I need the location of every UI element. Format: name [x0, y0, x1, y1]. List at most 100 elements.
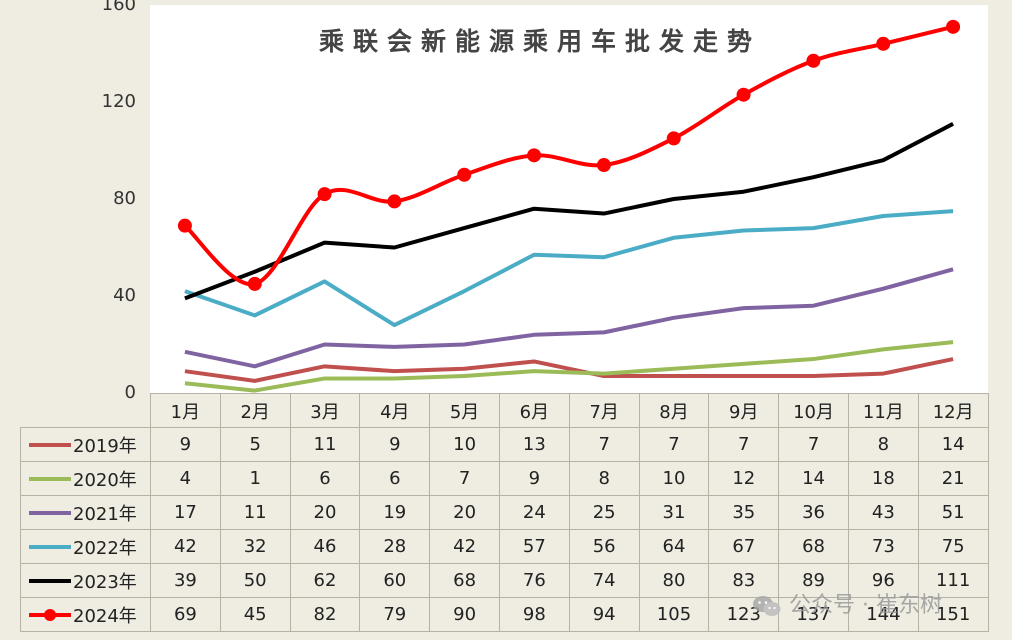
data-label: 36	[778, 495, 849, 530]
data-point	[527, 148, 542, 163]
data-label: 105	[638, 597, 710, 632]
data-label: 13	[498, 427, 570, 462]
data-label: 75	[917, 529, 989, 564]
data-label: 28	[359, 529, 431, 564]
x-tick-label: 11月	[847, 393, 919, 428]
table-row: 2020年 4 1 6 6 7 9 8 10 12 14 18 21	[20, 461, 989, 496]
series-line-2022年	[184, 209, 954, 328]
x-tick-label: 7月	[568, 393, 640, 428]
data-label: 82	[289, 597, 361, 632]
data-label: 1	[219, 461, 291, 496]
x-tick-label: 4月	[359, 393, 431, 428]
data-label: 89	[778, 563, 849, 598]
data-label: 11	[289, 427, 361, 462]
watermark: 公众号 · 崔东树	[752, 587, 942, 619]
data-label: 76	[498, 563, 570, 598]
data-label: 8	[847, 427, 919, 462]
table-row: 2019年 9 5 11 9 10 13 7 7 7 7 8 14	[20, 427, 989, 462]
data-label: 80	[638, 563, 710, 598]
data-label: 20	[289, 495, 361, 530]
data-label: 11	[219, 495, 291, 530]
data-label: 90	[429, 597, 500, 632]
data-point	[666, 131, 681, 146]
data-label: 94	[568, 597, 640, 632]
data-label: 45	[219, 597, 291, 632]
data-label: 31	[638, 495, 710, 530]
series-line-2019年	[184, 357, 954, 383]
legend-entry: 2020年	[20, 461, 151, 496]
data-label: 46	[289, 529, 361, 564]
data-label: 64	[638, 529, 710, 564]
data-label: 42	[150, 529, 221, 564]
data-point	[596, 158, 611, 173]
data-point	[247, 276, 262, 291]
legend-entry: 2023年	[20, 563, 151, 598]
data-point	[736, 87, 751, 102]
table-row: 2022年 42 32 46 28 42 57 56 64 67 68 73 75	[20, 529, 989, 564]
data-label: 60	[359, 563, 431, 598]
x-tick-label: 5月	[429, 393, 500, 428]
data-point	[457, 167, 472, 182]
table-row: 2024年 69 45 82 79 90 98 94 105 123 137 144 151	[20, 597, 989, 632]
data-label: 6	[289, 461, 361, 496]
data-label: 7	[568, 427, 640, 462]
data-point	[876, 36, 891, 51]
data-label: 7	[638, 427, 710, 462]
data-label: 10	[429, 427, 500, 462]
data-point	[177, 218, 192, 233]
x-tick-label: 3月	[289, 393, 361, 428]
x-tick-label: 10月	[778, 393, 849, 428]
data-label: 111	[917, 563, 989, 598]
y-tick-label: 40	[113, 285, 136, 306]
data-label: 67	[708, 529, 780, 564]
data-label: 32	[219, 529, 291, 564]
series-line-2021年	[184, 267, 954, 369]
legend-key-icon	[29, 442, 71, 447]
series-line-2023年	[184, 122, 955, 301]
data-label: 24	[498, 495, 570, 530]
data-label: 56	[568, 529, 640, 564]
data-label: 98	[498, 597, 570, 632]
x-tick-label: 1月	[150, 393, 221, 428]
legend-entry: 2021年	[20, 495, 151, 530]
data-label: 6	[359, 461, 431, 496]
table-row: 2023年 39 50 62 60 68 76 74 80 83 89 96 111	[20, 563, 989, 598]
data-label: 20	[429, 495, 500, 530]
data-label: 68	[778, 529, 849, 564]
chart-title: 乘联会新能源乘用车批发走势	[318, 27, 761, 56]
data-label: 51	[917, 495, 989, 530]
x-tick-label: 12月	[917, 393, 989, 428]
y-tick-label: 80	[113, 188, 136, 209]
legend-entry: 2024年	[20, 597, 151, 632]
data-label: 19	[359, 495, 431, 530]
data-label: 35	[708, 495, 780, 530]
data-label: 69	[150, 597, 221, 632]
data-label: 4	[150, 461, 221, 496]
data-label: 18	[847, 461, 919, 496]
table-row: 2021年 17 11 20 19 20 24 25 31 35 36 43 51	[20, 495, 989, 530]
data-label: 42	[429, 529, 500, 564]
legend-label: 2021年	[73, 503, 137, 525]
legend-entry: 2019年	[20, 427, 151, 462]
data-label: 39	[150, 563, 221, 598]
data-label: 7	[708, 427, 780, 462]
data-point	[946, 19, 961, 34]
data-label: 21	[917, 461, 989, 496]
x-tick-label: 6月	[498, 393, 570, 428]
legend-label: 2022年	[73, 537, 137, 559]
data-point	[317, 187, 332, 202]
series-line-2020年	[184, 340, 954, 393]
wechat-icon	[753, 596, 781, 616]
data-label: 62	[289, 563, 361, 598]
data-label: 25	[568, 495, 640, 530]
x-tick-label: 8月	[638, 393, 710, 428]
table-corner	[21, 394, 151, 428]
data-label: 43	[847, 495, 919, 530]
data-label: 10	[638, 461, 710, 496]
data-label: 151	[917, 597, 989, 632]
legend-key-icon	[29, 476, 71, 481]
data-label: 5	[219, 427, 291, 462]
data-label: 83	[708, 563, 780, 598]
legend-label: 2024年	[73, 605, 137, 627]
